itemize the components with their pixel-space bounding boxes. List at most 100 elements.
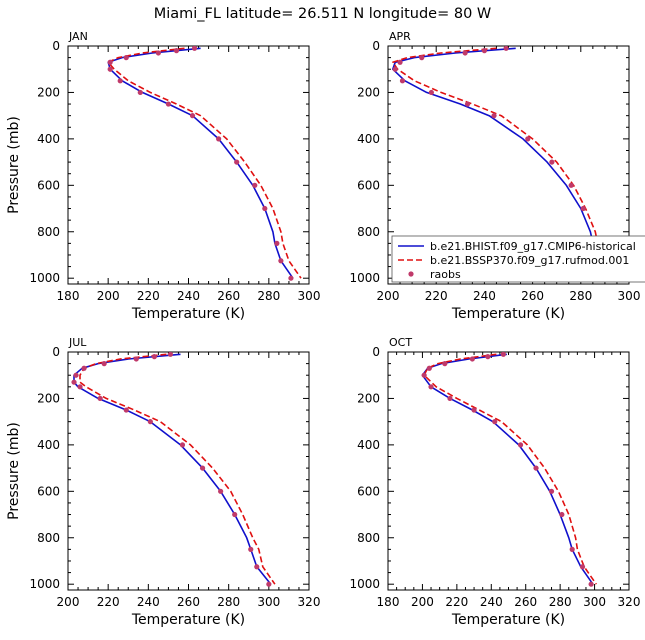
hist-line bbox=[421, 353, 594, 585]
plot-frame bbox=[67, 45, 310, 285]
raobs-point bbox=[492, 419, 498, 425]
raobs-point bbox=[392, 66, 398, 72]
y-tick-label: 800 bbox=[37, 225, 60, 239]
raobs-point bbox=[426, 365, 432, 371]
raobs-point bbox=[288, 275, 294, 281]
y-tick-label: 0 bbox=[372, 39, 380, 53]
raobs-point bbox=[252, 182, 258, 188]
raobs-point bbox=[481, 48, 487, 54]
raobs-point bbox=[167, 352, 174, 357]
x-tick-label: 200 bbox=[97, 289, 120, 303]
raobs-point bbox=[442, 361, 448, 367]
raobs-point bbox=[77, 384, 83, 390]
raobs-point bbox=[137, 89, 143, 96]
x-tick-label: 260 bbox=[514, 595, 537, 609]
x-tick-label: 280 bbox=[217, 595, 240, 609]
y-tick-label: 800 bbox=[357, 225, 380, 239]
panel-label: JAN bbox=[68, 30, 88, 43]
x-tick-label: 180 bbox=[57, 289, 80, 303]
y-tick-label: 800 bbox=[37, 531, 60, 545]
hist-line bbox=[107, 47, 294, 279]
y-tick-label: 200 bbox=[357, 391, 380, 405]
y-tick-label: 0 bbox=[372, 345, 380, 359]
raobs-point bbox=[133, 356, 139, 362]
chart-panel-jul: 200 220 240 260 280 300 320 0 200 400 600 800 1000 JU… bbox=[6, 336, 320, 628]
raobs-point bbox=[419, 55, 425, 61]
raobs-point bbox=[471, 407, 477, 413]
plot-area bbox=[107, 46, 302, 281]
raobs-point bbox=[428, 89, 434, 96]
raobs-point bbox=[428, 384, 434, 390]
x-axis-label: Temperature (K) bbox=[451, 306, 565, 322]
y-tick-label: 1000 bbox=[29, 271, 60, 285]
y-axis-label: Pressure (mb) bbox=[6, 422, 22, 520]
ssp-line bbox=[79, 353, 276, 585]
raobs-point bbox=[107, 59, 113, 65]
raobs-point bbox=[266, 581, 272, 587]
panel-label: JUL bbox=[68, 336, 87, 349]
legend-ssp-label: b.e21.BSSP370.f09_g17.rufmod.001 bbox=[430, 254, 629, 267]
raobs-point bbox=[397, 59, 403, 65]
legend-hist-label: b.e21.BHIST.f09_g17.CMIP6-historical bbox=[430, 240, 636, 253]
raobs-point bbox=[191, 46, 198, 51]
raobs-point bbox=[179, 442, 186, 448]
raobs-point bbox=[485, 354, 491, 360]
panel-label: APR bbox=[389, 30, 411, 43]
x-tick-label: 200 bbox=[377, 289, 400, 303]
raobs-point bbox=[173, 48, 180, 54]
x-tick-label: 240 bbox=[480, 595, 503, 609]
raobs-point bbox=[232, 511, 238, 518]
legend: b.e21.BHIST.f09_g17.CMIP6-historicalb.e2… bbox=[391, 235, 645, 283]
raobs-point bbox=[101, 361, 107, 367]
chart-panel-oct: 180 200 220 240 260 280 300 320 0 200 400 600 800 100… bbox=[349, 336, 640, 628]
y-tick-label: 400 bbox=[37, 438, 60, 452]
raobs-point bbox=[588, 581, 594, 587]
raobs-point bbox=[107, 66, 113, 72]
raobs-point bbox=[147, 419, 153, 425]
y-tick-label: 0 bbox=[52, 345, 60, 359]
figure-title: Miami_FL latitude= 26.511 N longitude= 8… bbox=[154, 6, 492, 22]
y-tick-label: 200 bbox=[37, 85, 60, 99]
raobs-point bbox=[568, 182, 574, 188]
raobs-point bbox=[464, 101, 471, 107]
x-axis-label: Temperature (K) bbox=[451, 612, 565, 628]
raobs-point bbox=[421, 372, 427, 378]
y-tick-label: 400 bbox=[37, 132, 60, 146]
x-tick-label: 300 bbox=[298, 289, 321, 303]
x-axis-label: Temperature (K) bbox=[131, 306, 245, 322]
x-tick-label: 240 bbox=[137, 595, 160, 609]
y-tick-label: 600 bbox=[37, 484, 60, 498]
x-tick-label: 300 bbox=[583, 595, 606, 609]
raobs-point bbox=[525, 136, 531, 142]
x-tick-label: 260 bbox=[521, 289, 544, 303]
x-axis-label: Temperature (K) bbox=[131, 612, 245, 628]
legend-box bbox=[391, 235, 645, 283]
raobs-point bbox=[123, 407, 129, 413]
raobs-point bbox=[503, 46, 509, 51]
x-tick-label: 220 bbox=[425, 289, 448, 303]
x-tick-label: 240 bbox=[177, 289, 200, 303]
y-tick-label: 600 bbox=[357, 178, 380, 192]
chart-panel-jan: 180 200 220 240 260 280 300 0 200 400 600 800 1000 JA… bbox=[6, 30, 320, 322]
raobs-point bbox=[278, 258, 284, 264]
x-tick-label: 220 bbox=[137, 289, 160, 303]
raobs-point bbox=[189, 113, 196, 119]
x-tick-label: 300 bbox=[257, 595, 280, 609]
raobs-point bbox=[81, 365, 87, 371]
x-tick-label: 200 bbox=[57, 595, 80, 609]
x-tick-label: 280 bbox=[257, 289, 280, 303]
raobs-point bbox=[151, 354, 157, 360]
raobs-point bbox=[262, 205, 268, 212]
raobs-point bbox=[469, 356, 475, 362]
plot-frame bbox=[67, 351, 310, 591]
y-tick-label: 800 bbox=[357, 531, 380, 545]
x-tick-label: 280 bbox=[569, 289, 592, 303]
panel-label: OCT bbox=[389, 336, 412, 349]
x-tick-label: 260 bbox=[217, 289, 240, 303]
legend-raobs-label: raobs bbox=[430, 268, 461, 281]
y-tick-label: 600 bbox=[357, 484, 380, 498]
hist-line bbox=[73, 353, 272, 585]
y-tick-label: 400 bbox=[357, 132, 380, 146]
x-tick-label: 220 bbox=[445, 595, 468, 609]
